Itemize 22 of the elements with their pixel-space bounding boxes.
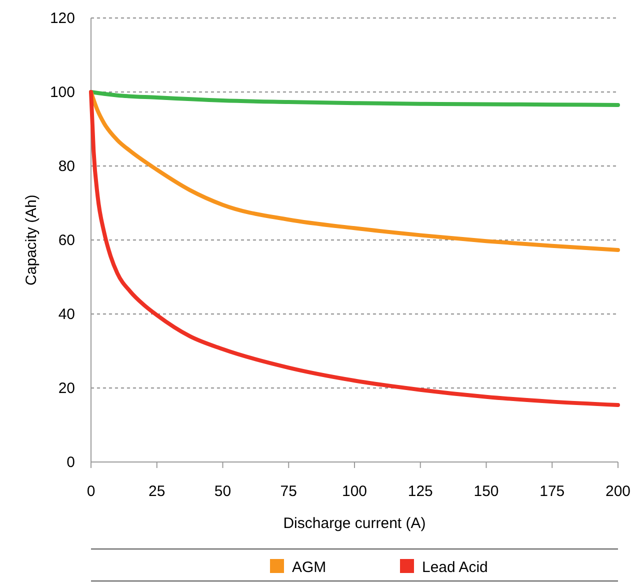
x-tick-label: 175 [540, 483, 565, 500]
y-tick-label: 20 [58, 380, 75, 397]
x-tick-label: 75 [280, 483, 297, 500]
x-tick-label: 25 [148, 483, 166, 500]
y-tick-label: 40 [58, 306, 75, 323]
y-tick-label: 120 [50, 10, 75, 27]
y-tick-label: 100 [50, 84, 75, 101]
legend-label: AGM [292, 559, 326, 576]
y-axis-title: Capacity (Ah) [23, 194, 40, 286]
x-tick-label: 125 [408, 483, 433, 500]
x-tick-label: 200 [605, 483, 631, 500]
line-series [89, 90, 620, 107]
x-axis-title: Discharge current (A) [283, 515, 426, 532]
x-tick-label: 100 [342, 483, 368, 500]
x-tick-label: 0 [86, 483, 96, 500]
y-tick-label: 60 [58, 232, 75, 249]
y-tick-label: 80 [58, 158, 75, 175]
x-tick-label: 150 [474, 483, 499, 500]
legend-label: Lead Acid [422, 559, 488, 576]
x-tick-label: 50 [214, 483, 232, 500]
line-series [89, 90, 620, 408]
y-tick-label: 0 [66, 454, 75, 471]
